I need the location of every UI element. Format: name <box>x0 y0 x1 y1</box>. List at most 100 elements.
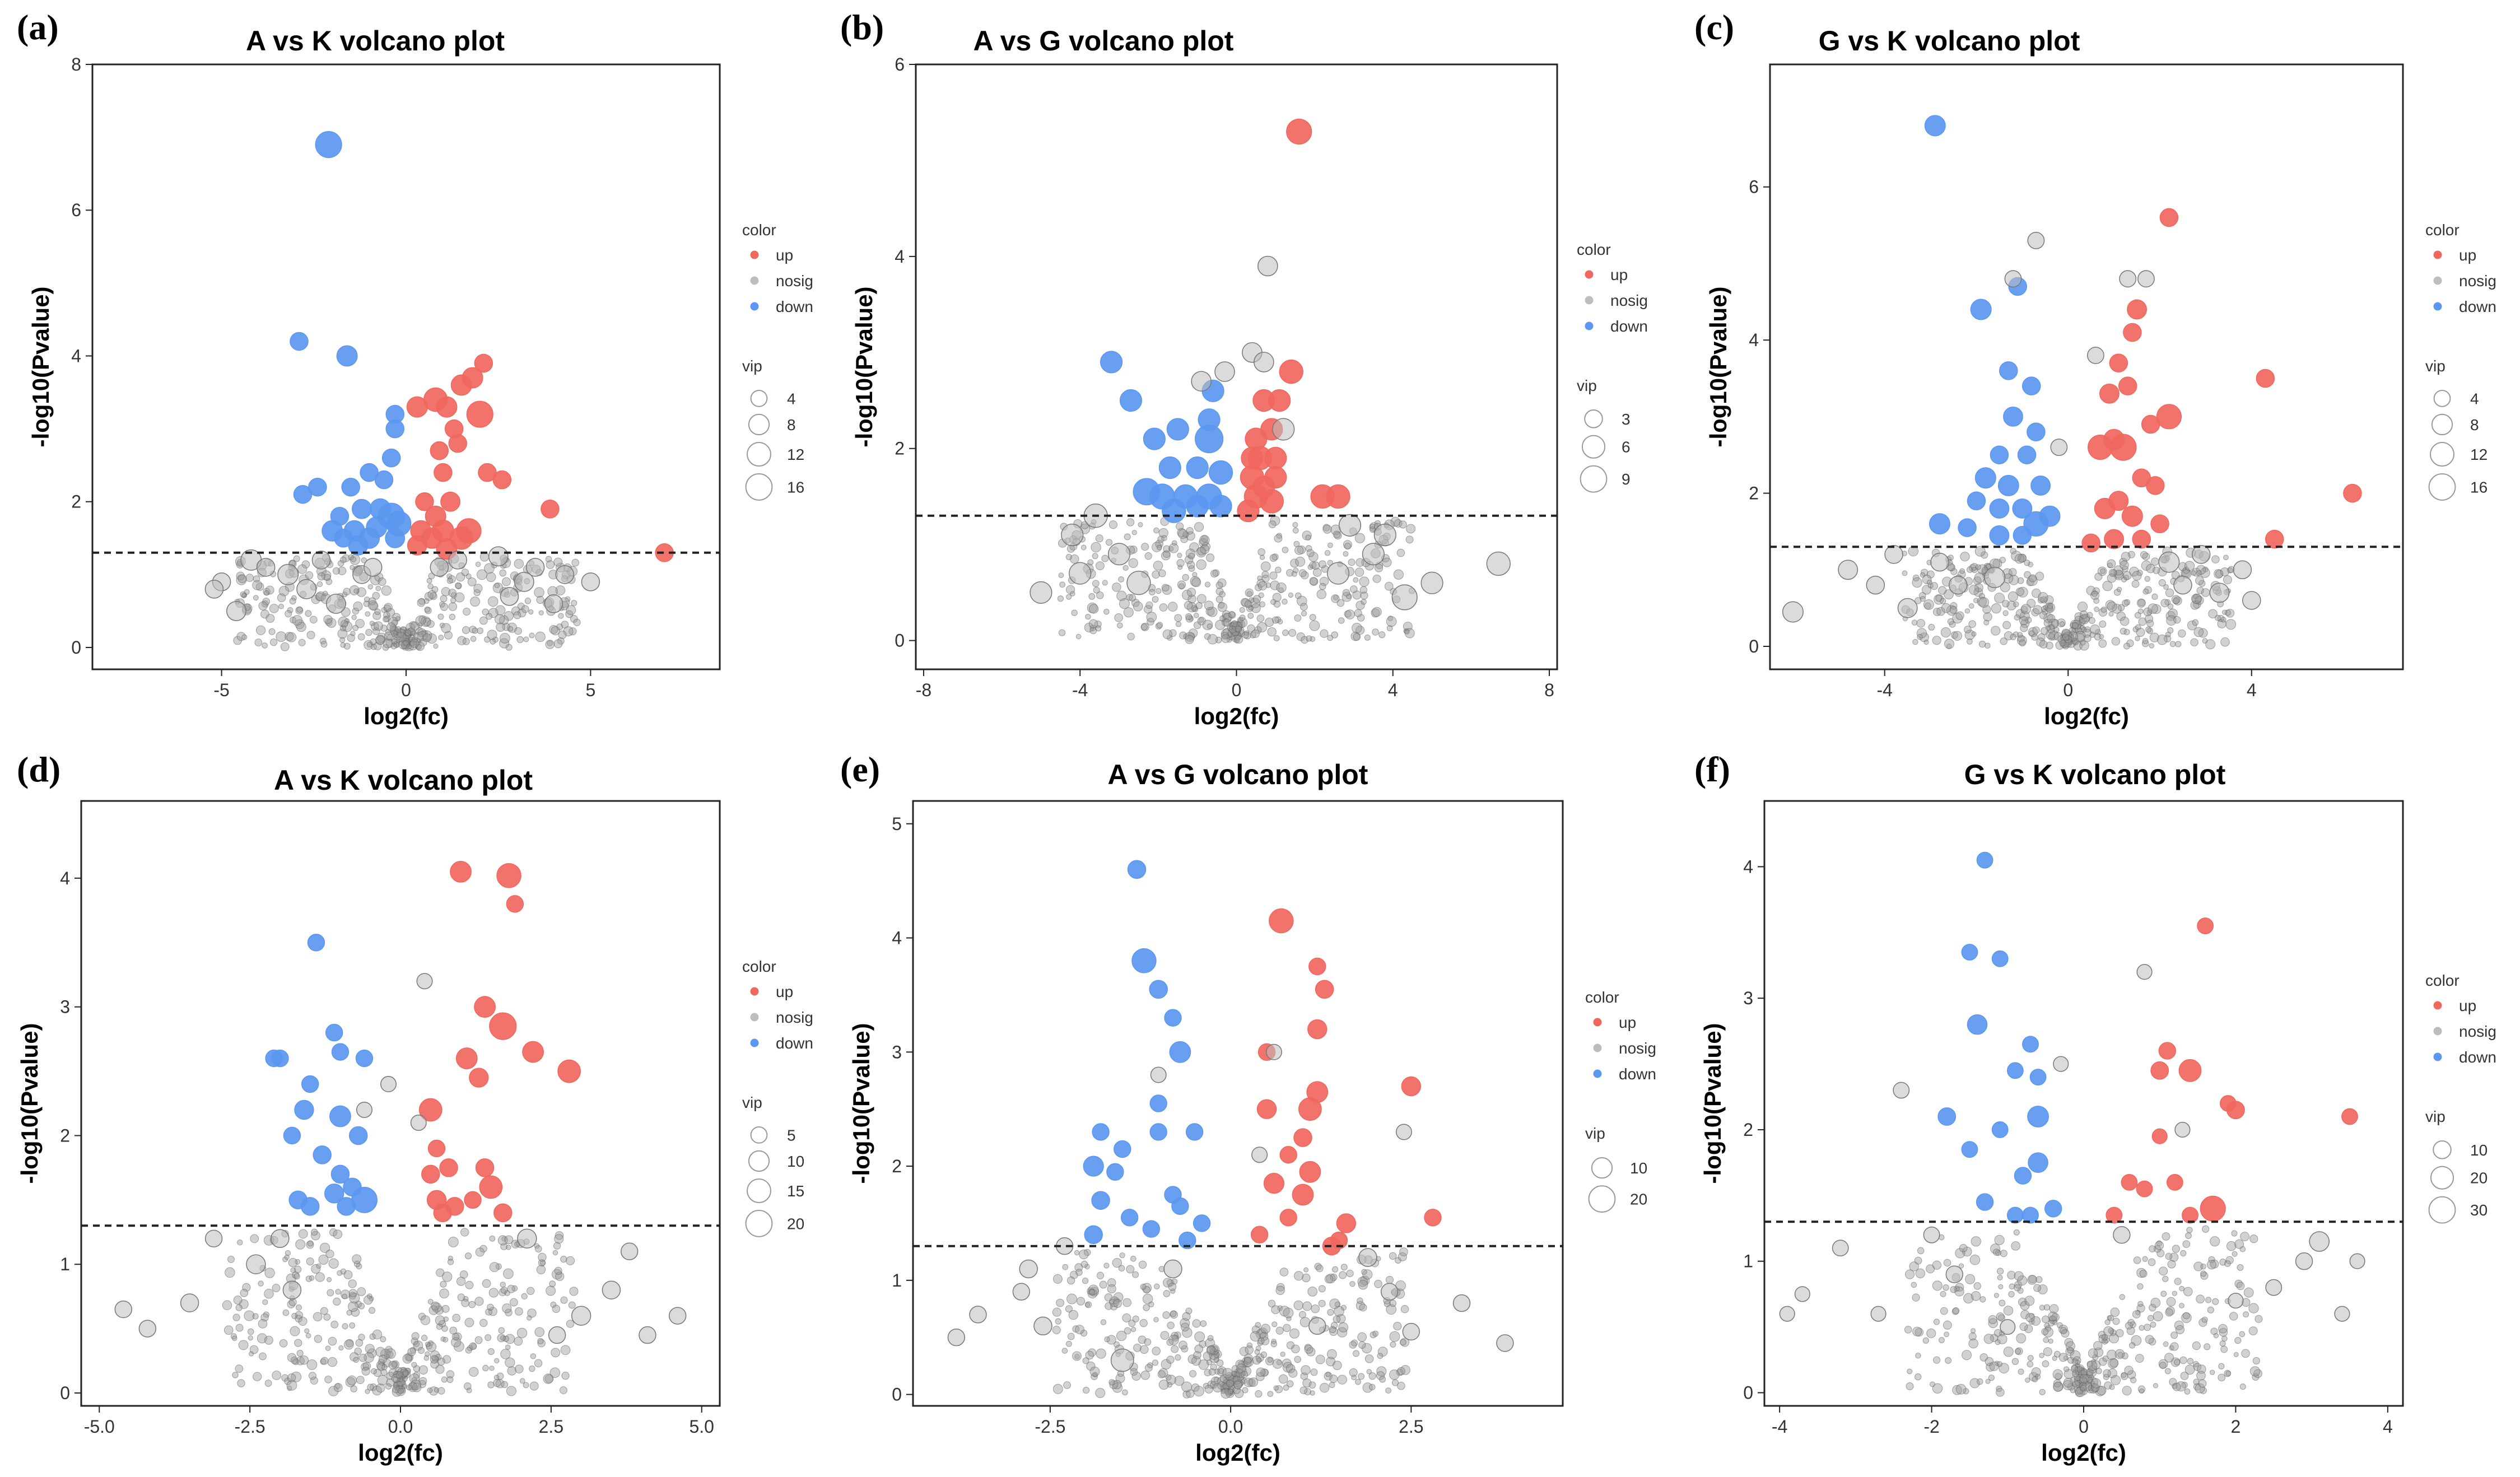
nosig-point <box>2035 571 2044 581</box>
nosig-point <box>351 1307 360 1317</box>
down-point <box>1143 427 1166 450</box>
nosig-point <box>1074 1250 1080 1256</box>
nosig-point <box>279 1339 288 1348</box>
nosig-point <box>2175 641 2182 647</box>
nosig-point <box>2181 1312 2192 1324</box>
nosig-point <box>447 1259 454 1265</box>
nosig-point <box>362 1362 371 1371</box>
down-point <box>366 516 388 538</box>
nosig-point <box>1088 593 1096 600</box>
nosig-point <box>1333 1315 1341 1324</box>
nosig-point <box>386 622 396 632</box>
nosig-point <box>1977 1378 1983 1385</box>
nosig-point <box>2133 1256 2141 1264</box>
nosig-point <box>2039 640 2048 649</box>
nosig-point <box>2067 1357 2075 1364</box>
nosig-point <box>1133 601 1143 612</box>
legend-color-swatch <box>750 1013 759 1022</box>
nosig-point <box>1282 598 1288 605</box>
nosig-point <box>427 620 435 628</box>
legend-vip-label: 20 <box>787 1215 804 1232</box>
nosig-point <box>504 1290 510 1296</box>
nosig-point <box>2132 1310 2141 1318</box>
nosig-point <box>2215 570 2224 578</box>
nosig-point <box>1063 1381 1071 1389</box>
nosig-point <box>1091 542 1101 553</box>
nosig-point <box>342 1323 348 1330</box>
nosig-point <box>468 1301 476 1308</box>
nosig-point <box>2212 1298 2219 1305</box>
nosig-point <box>391 1373 400 1383</box>
up-point <box>2132 529 2151 549</box>
nosig-point <box>1333 1360 1342 1371</box>
nosig-point <box>1994 1329 2002 1337</box>
nosig-point <box>1104 1336 1110 1343</box>
down-point <box>1100 351 1123 374</box>
nosig-point <box>1219 1374 1229 1383</box>
nosig-point <box>1177 565 1183 570</box>
nosig-point <box>240 1289 249 1297</box>
nosig-point <box>1076 1297 1086 1306</box>
nosig-point <box>338 566 347 575</box>
nosig-point <box>1930 552 1949 572</box>
nosig-point <box>501 1381 509 1389</box>
down-point <box>1958 518 1977 537</box>
x-tick-label: 8 <box>1544 680 1554 700</box>
nosig-point <box>536 1265 546 1275</box>
nosig-point <box>2166 615 2177 626</box>
nosig-point <box>1255 1322 1261 1329</box>
nosig-point <box>548 1326 566 1344</box>
down-point <box>1976 851 1993 869</box>
nosig-point <box>461 1299 469 1307</box>
nosig-point <box>1378 631 1386 639</box>
nosig-point <box>365 1344 375 1354</box>
nosig-point <box>1294 614 1302 622</box>
nosig-point <box>1214 361 1235 382</box>
nosig-point <box>486 572 496 583</box>
nosig-point <box>569 1287 579 1296</box>
down-point <box>1149 1123 1167 1141</box>
nosig-point <box>2243 1311 2249 1318</box>
nosig-point <box>1299 1317 1311 1327</box>
nosig-point <box>448 1237 459 1247</box>
legend-color-label: down <box>1610 318 1648 335</box>
nosig-point <box>343 588 351 595</box>
nosig-point <box>514 627 522 635</box>
nosig-point <box>315 1272 325 1282</box>
nosig-point <box>241 634 248 640</box>
down-point <box>1208 460 1233 485</box>
nosig-point <box>292 615 302 626</box>
nosig-point <box>2172 1245 2180 1253</box>
nosig-point <box>295 1239 306 1250</box>
nosig-point <box>2014 1284 2021 1292</box>
nosig-point <box>1389 1299 1397 1307</box>
nosig-point <box>514 571 534 592</box>
nosig-point <box>1270 580 1280 590</box>
nosig-point <box>372 591 380 600</box>
up-point <box>1424 1209 1442 1227</box>
y-tick-label: 6 <box>895 54 905 74</box>
nosig-point <box>1969 584 1979 595</box>
nosig-point <box>2153 566 2160 574</box>
nosig-point <box>361 1367 370 1376</box>
nosig-point <box>337 560 344 567</box>
chart-title: A vs K volcano plot <box>274 765 533 796</box>
nosig-point <box>415 641 425 651</box>
nosig-point <box>399 1368 409 1378</box>
nosig-point <box>1958 1263 1964 1269</box>
nosig-point <box>395 1386 406 1396</box>
nosig-point <box>1486 551 1511 576</box>
nosig-point <box>2107 573 2117 583</box>
down-point <box>290 332 309 351</box>
nosig-point <box>1143 1304 1150 1311</box>
nosig-point <box>2209 1369 2215 1375</box>
nosig-point <box>1324 1274 1334 1284</box>
nosig-point <box>1207 607 1218 617</box>
nosig-point <box>351 614 357 620</box>
up-point <box>2159 208 2179 227</box>
nosig-point <box>1390 516 1400 527</box>
nosig-point <box>2108 1327 2114 1334</box>
nosig-point <box>258 1280 264 1287</box>
